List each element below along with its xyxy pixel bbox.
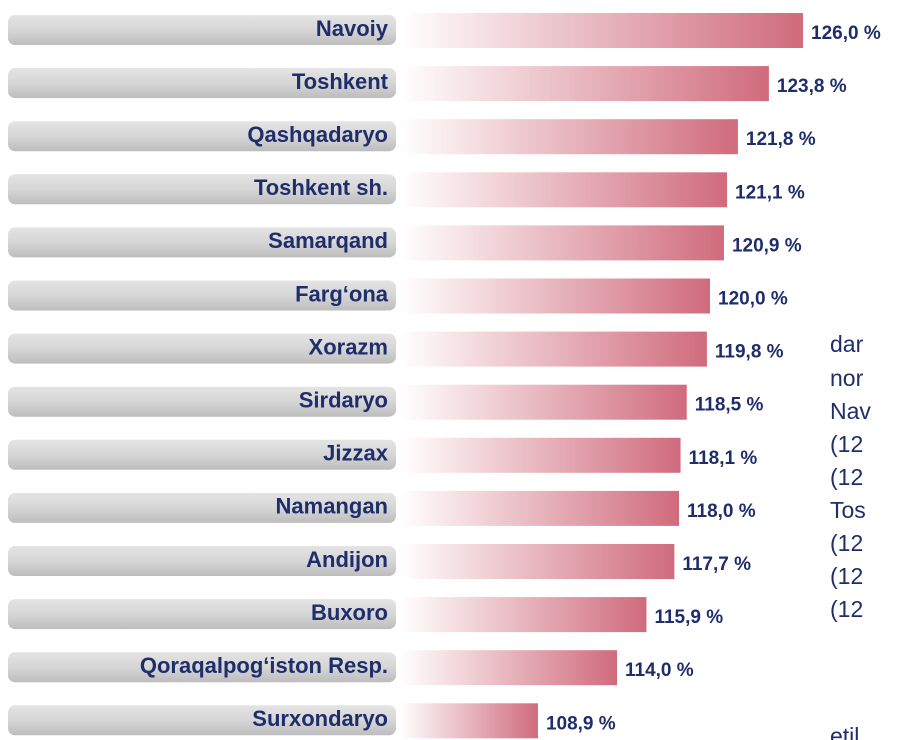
bar — [400, 278, 710, 314]
category-label: Qashqadaryo — [247, 122, 388, 147]
category-label: Qoraqalpog‘iston Resp. — [140, 653, 388, 678]
value-label: 121,8 % — [746, 129, 816, 150]
annotation: (12 — [830, 563, 863, 589]
annotation: (12 — [830, 530, 863, 556]
label-box — [8, 439, 396, 470]
category-label: Navoiy — [316, 16, 389, 41]
bar — [400, 66, 769, 102]
value-label: 118,1 % — [689, 448, 758, 469]
label-box — [8, 68, 396, 99]
label-box — [8, 15, 396, 45]
bar — [400, 331, 707, 367]
value-label: 121,1 % — [735, 182, 805, 203]
category-label: Toshkent — [292, 69, 389, 94]
category-label: Surxondaryo — [252, 706, 388, 731]
bar — [400, 13, 803, 48]
bar — [400, 490, 679, 526]
label-box — [8, 386, 396, 417]
value-label: 120,0 % — [718, 289, 788, 310]
bar — [400, 650, 617, 686]
value-label: 126,0 % — [811, 23, 881, 44]
bar — [400, 225, 724, 261]
value-label: 118,5 % — [695, 395, 764, 416]
bar — [400, 703, 538, 739]
label-box — [8, 227, 396, 258]
category-label: Buxoro — [311, 600, 388, 625]
value-label: 118,0 % — [687, 501, 756, 522]
bar — [400, 544, 675, 579]
value-label: 115,9 % — [654, 607, 723, 628]
label-box — [8, 546, 396, 576]
annotation: (12 — [830, 431, 863, 457]
label-box — [8, 121, 396, 152]
annotation: Tos — [830, 497, 866, 523]
annotation: (12 — [830, 464, 863, 490]
annotation: Nav — [830, 398, 871, 424]
category-label: Jizzax — [323, 441, 389, 466]
bar — [400, 384, 687, 420]
annotation: nor — [830, 365, 864, 391]
label-box — [8, 705, 396, 736]
label-box — [8, 599, 396, 630]
category-label: Toshkent sh. — [254, 175, 388, 200]
value-label: 120,9 % — [732, 235, 802, 256]
label-box — [8, 333, 396, 364]
annotation: (12 — [830, 596, 863, 622]
value-label: 119,8 % — [715, 342, 784, 363]
label-box — [8, 492, 396, 523]
category-label: Samarqand — [268, 228, 388, 253]
category-label: Andijon — [306, 547, 388, 572]
category-label: Farg‘ona — [295, 281, 389, 306]
label-box — [8, 280, 396, 311]
bar — [400, 119, 738, 155]
value-label: 123,8 % — [777, 76, 847, 97]
label-box — [8, 174, 396, 205]
category-label: Namangan — [276, 494, 388, 519]
value-label: 114,0 % — [625, 660, 694, 681]
label-box — [8, 652, 396, 683]
value-label: 117,7 % — [682, 554, 751, 575]
category-label: Xorazm — [309, 334, 388, 359]
category-label: Sirdaryo — [299, 388, 388, 413]
annotation: dar — [830, 331, 864, 357]
bar — [400, 437, 681, 473]
bar — [400, 597, 647, 633]
annotation: etil — [830, 723, 859, 740]
bar — [400, 172, 728, 208]
value-label: 108,9 % — [546, 713, 616, 734]
